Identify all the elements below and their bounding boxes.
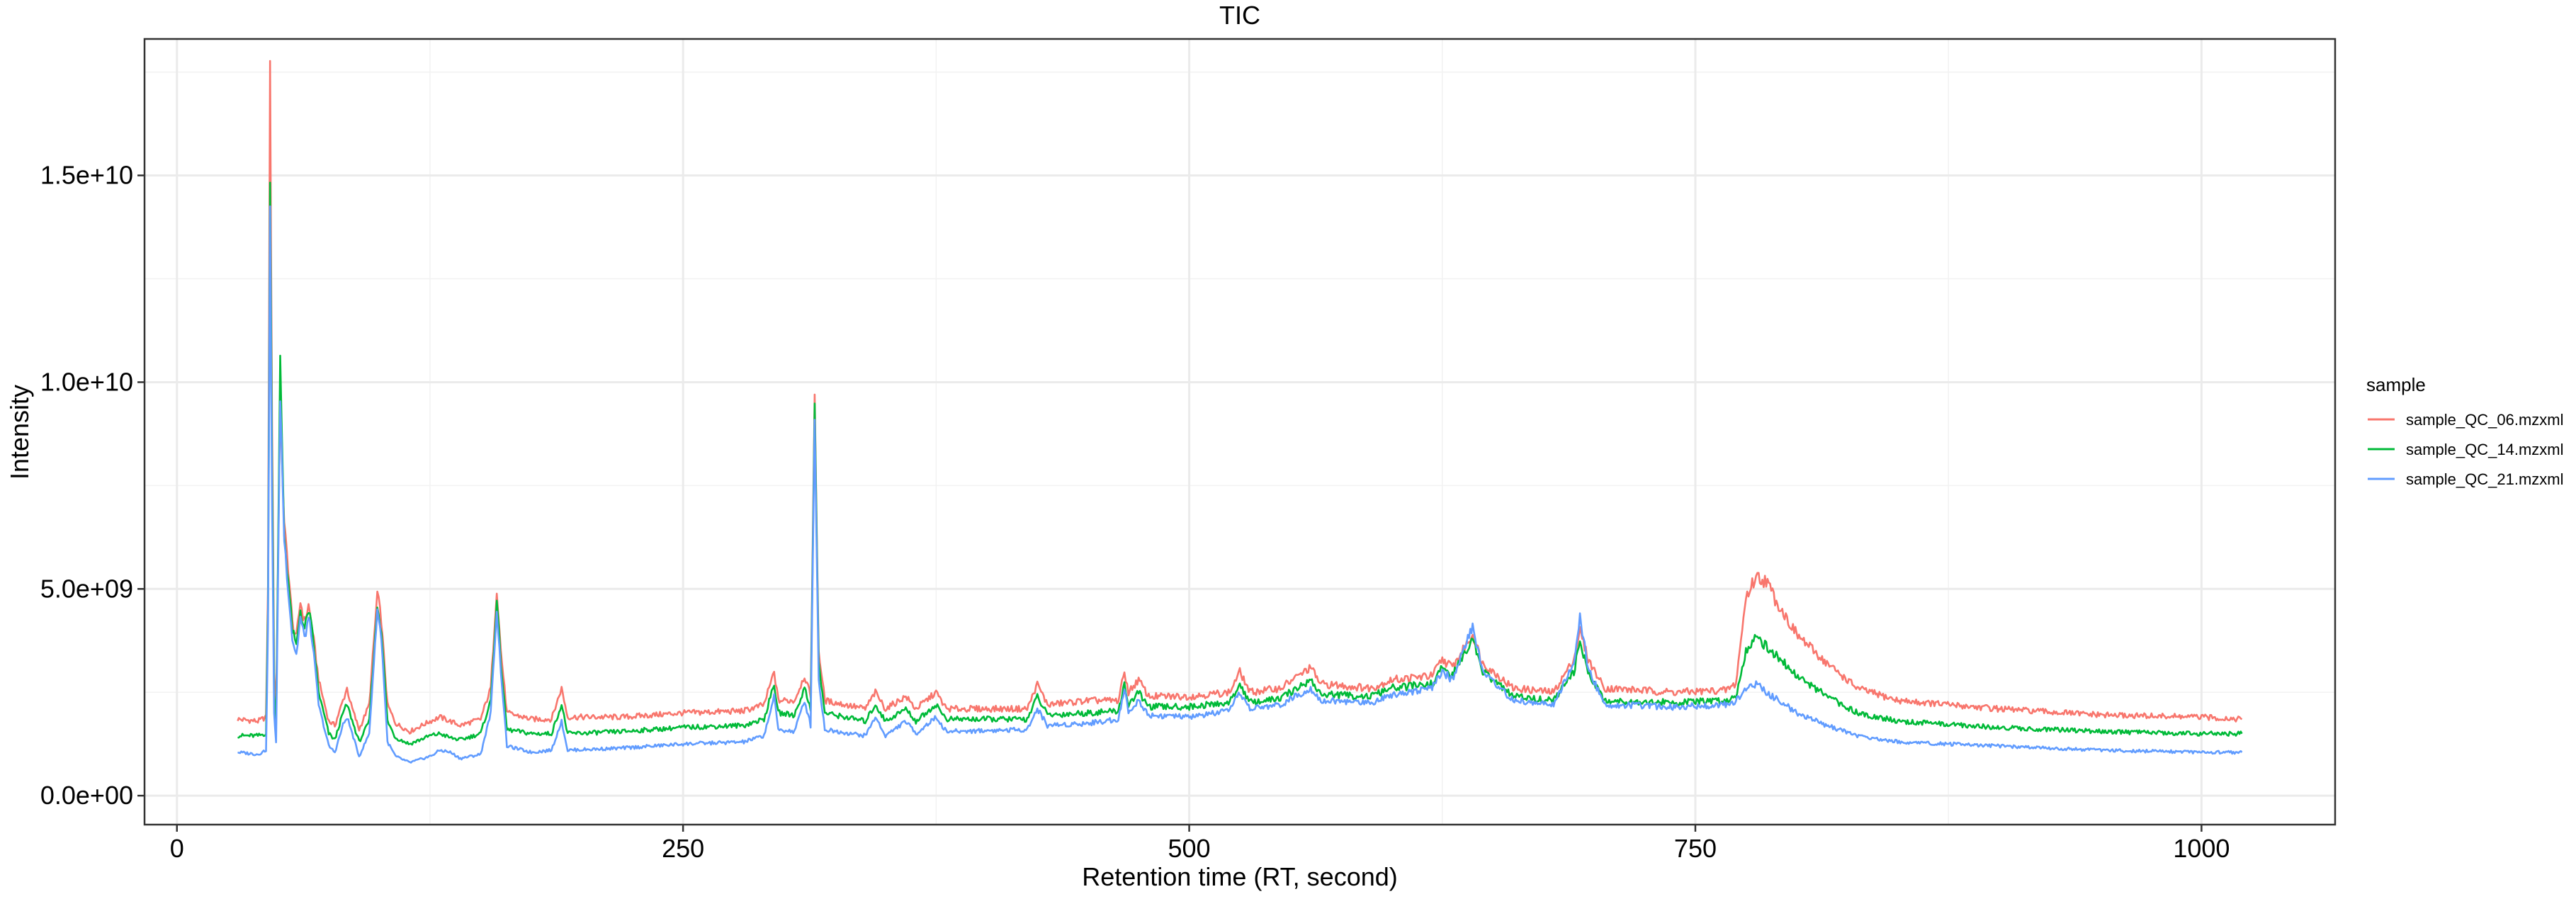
- x-axis-label: Retention time (RT, second): [1082, 862, 1398, 891]
- y-tick-label: 1.0e+10: [40, 367, 133, 396]
- series-line-3: [237, 205, 2243, 764]
- x-tick-label: 1000: [2173, 834, 2230, 863]
- x-tick-label: 750: [1674, 834, 1717, 863]
- x-axis: 0 250 500 750 1000: [170, 825, 2230, 863]
- x-tick-label: 0: [170, 834, 184, 863]
- series-line-2: [237, 181, 2243, 746]
- series-lines: [237, 60, 2243, 764]
- legend-label-2: sample_QC_14.mzxml: [2406, 441, 2564, 458]
- legend: sample sample_QC_06.mzxml sample_QC_14.mz…: [2366, 374, 2564, 488]
- x-tick-label: 250: [662, 834, 704, 863]
- series-line-1: [237, 60, 2243, 735]
- y-axis-label: Intensity: [5, 385, 34, 480]
- legend-label-3: sample_QC_21.mzxml: [2406, 470, 2564, 488]
- plot-panel-border: [143, 38, 2337, 826]
- major-gridlines: [145, 39, 2335, 825]
- y-axis: 0.0e+00 5.0e+09 1.0e+10 1.5e+10: [40, 161, 145, 810]
- chart-title: TIC: [1219, 1, 1260, 30]
- y-tick-label: 0.0e+00: [40, 781, 133, 810]
- y-tick-label: 5.0e+09: [40, 574, 133, 603]
- minor-gridlines: [145, 39, 2335, 825]
- legend-label-1: sample_QC_06.mzxml: [2406, 411, 2564, 429]
- legend-title: sample: [2366, 374, 2426, 395]
- y-tick-label: 1.5e+10: [40, 161, 133, 190]
- x-tick-label: 500: [1168, 834, 1211, 863]
